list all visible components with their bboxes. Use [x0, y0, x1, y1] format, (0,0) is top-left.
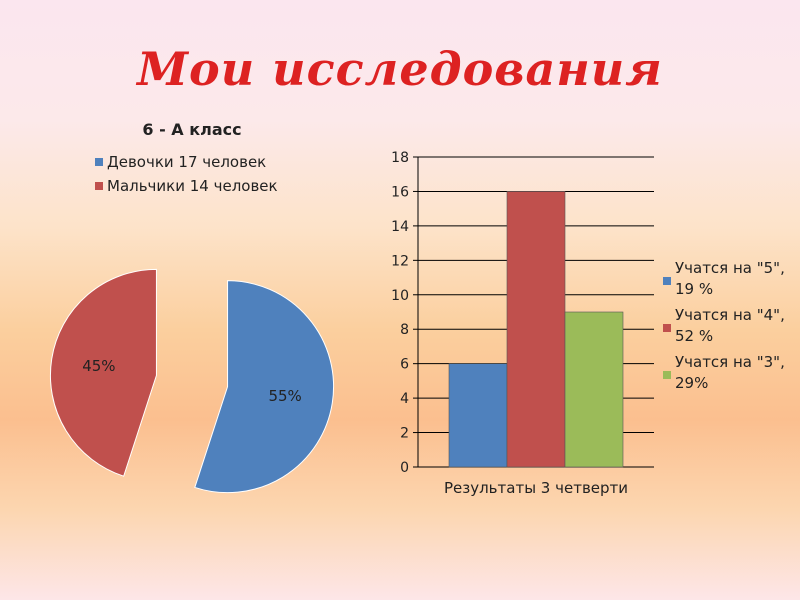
bar-legend-label: 19 %	[675, 280, 713, 298]
pie-slice	[50, 268, 157, 477]
bar-y-tick-label: 6	[400, 357, 409, 373]
bar-legend-swatch	[663, 324, 671, 332]
bar-legend-label: Учатся на "5",	[675, 259, 785, 277]
bar-legend-label: 29%	[675, 374, 708, 392]
bar	[506, 191, 566, 468]
bar-y-tick-label: 8	[400, 322, 409, 338]
pie-legend: Девочки 17 человек Мальчики 14 человек	[95, 153, 278, 195]
pie-legend-swatch	[95, 182, 103, 190]
bar-y-axis: 0 2 4 6 8 10 12 14 16 18	[391, 150, 419, 476]
pie-slice-label: 45%	[82, 357, 115, 375]
bar	[564, 311, 624, 468]
pie-slices: 55% 45%	[50, 268, 334, 494]
pie-slice	[194, 280, 334, 494]
pie-chart: 6 - А класс Девочки 17 человек Мальчики 1…	[50, 120, 334, 494]
bar-y-tick-label: 14	[391, 219, 409, 235]
pie-slice-label: 55%	[268, 387, 301, 405]
bar-x-category-label: Результаты 3 четверти	[444, 479, 628, 497]
bar-bars	[448, 191, 624, 468]
slide-title: Мои исследования	[137, 42, 663, 96]
bar-legend-label: 52 %	[675, 327, 713, 345]
bar-y-tick-label: 2	[400, 426, 409, 442]
pie-chart-title: 6 - А класс	[142, 120, 241, 139]
bar-y-tick-label: 10	[391, 288, 409, 304]
bar-legend-swatch	[663, 371, 671, 379]
bar	[448, 363, 508, 468]
bar-y-tick-label: 4	[400, 391, 409, 407]
pie-legend-label: Мальчики 14 человек	[107, 177, 278, 195]
bar-x-axis: Результаты 3 четверти	[444, 479, 628, 497]
bar-legend-swatch	[663, 277, 671, 285]
bar-legend: Учатся на "5", 19 % Учатся на "4", 52 % Учат…	[663, 259, 785, 392]
bar-legend-label: Учатся на "3",	[675, 353, 785, 371]
pie-legend-label: Девочки 17 человек	[107, 153, 266, 171]
pie-legend-swatch	[95, 158, 103, 166]
bar-y-tick-label: 16	[391, 184, 409, 200]
bar-y-tick-label: 0	[400, 460, 409, 476]
bar-y-tick-label: 12	[391, 253, 409, 269]
bar-chart: 0 2 4 6 8 10 12 14 16 18 Результаты 3 четверти Уч…	[391, 150, 785, 497]
bar-legend-label: Учатся на "4",	[675, 306, 785, 324]
bar-y-tick-label: 18	[391, 150, 409, 166]
